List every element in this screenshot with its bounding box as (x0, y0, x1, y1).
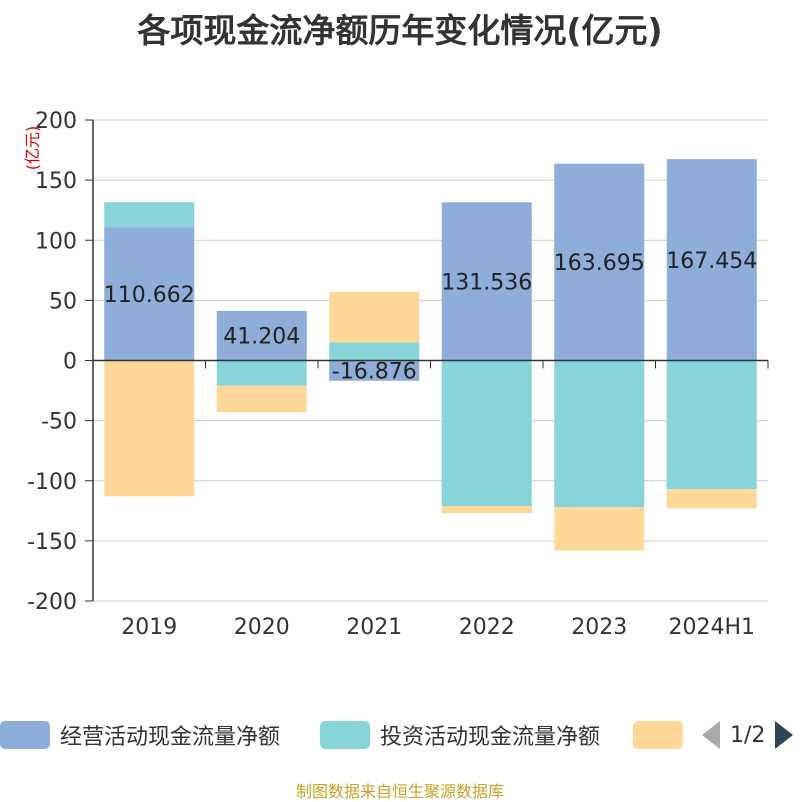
y-tick-label: 200 (35, 109, 77, 134)
source-note: 制图数据来自恒生聚源数据库 (295, 782, 504, 801)
y-tick-label: 100 (35, 229, 77, 254)
x-tick-label: 2021 (346, 615, 402, 640)
legend-swatch-operating (0, 721, 50, 749)
bar-series-0-2019[interactable] (104, 227, 195, 361)
bar-series-1-2023[interactable] (554, 360, 645, 508)
data-label: 131.536 (441, 270, 532, 295)
x-tick-label: 2024H1 (668, 615, 755, 640)
bar-series-2-2024H1[interactable] (666, 489, 757, 509)
y-tick-label: 150 (35, 169, 77, 194)
axes: 200 150 100 50 0 -50 -100 -150 -200 (亿元) 2019 2020 2… (23, 109, 769, 640)
bar-series-0-2020[interactable] (216, 310, 307, 361)
bar-series-2-2022[interactable] (441, 506, 532, 514)
legend-label-investing: 投资活动现金流量净额 (380, 725, 601, 750)
bar-series-0-2024H1[interactable] (666, 159, 757, 361)
data-labels: 110.662 41.204 -16.876 131.536 163.695 167.45… (104, 249, 757, 385)
bar-series-0-2021[interactable] (329, 360, 420, 381)
y-tick-label: -150 (27, 530, 77, 555)
legend-swatch-investing (320, 721, 370, 749)
bar-series-0-2023[interactable] (554, 163, 645, 361)
x-tick-label: 2020 (234, 615, 290, 640)
bar-series-1-2022[interactable] (441, 360, 532, 507)
legend-item-financing[interactable] (633, 713, 693, 757)
legend-label-operating: 经营活动现金流量净额 (60, 725, 281, 750)
data-label: 167.454 (666, 249, 757, 274)
y-tick-label: 50 (49, 289, 77, 314)
data-label: -16.876 (332, 360, 417, 385)
legend-item-operating[interactable]: 经营活动现金流量净额 (0, 713, 280, 757)
pager-prev-icon[interactable] (702, 721, 720, 749)
y-tick-label: -200 (27, 590, 77, 615)
y-axis-label: (亿元) (23, 126, 42, 171)
bar-series-2-2023[interactable] (554, 507, 645, 551)
bar-series-1-2021[interactable] (329, 342, 420, 361)
legend-pager: 1/2 (702, 713, 794, 757)
pager-text: 1/2 (730, 722, 766, 748)
data-label: 110.662 (104, 283, 195, 308)
bar-series-1-2020[interactable] (216, 360, 307, 386)
bar-series-2-2019[interactable] (104, 360, 195, 497)
x-tick-label: 2019 (121, 615, 177, 640)
x-tick-label: 2023 (571, 615, 627, 640)
data-label: 163.695 (554, 251, 645, 276)
x-tick-label: 2022 (459, 615, 515, 640)
data-label: 41.204 (223, 325, 300, 350)
y-tick-label: -100 (27, 470, 77, 495)
legend: 经营活动现金流量净额 投资活动现金流量净额 1/2 (0, 713, 800, 757)
y-tick-label: 0 (63, 350, 77, 375)
bar-series-2-2021[interactable] (329, 291, 420, 343)
bar-series-1-2024H1[interactable] (666, 360, 757, 490)
bar-series-1-2019[interactable] (104, 202, 195, 228)
y-tick-label: -50 (41, 410, 77, 435)
bar-series-0-2022[interactable] (441, 202, 532, 361)
chart-title: 各项现金流净额历年变化情况(亿元) (137, 11, 663, 50)
pager-next-icon[interactable] (775, 721, 794, 749)
bars (104, 159, 757, 551)
legend-swatch-financing (633, 721, 683, 749)
bar-series-2-2020[interactable] (216, 385, 307, 413)
legend-item-investing[interactable]: 投资活动现金流量净额 (320, 713, 600, 757)
grid-lines (93, 119, 768, 602)
